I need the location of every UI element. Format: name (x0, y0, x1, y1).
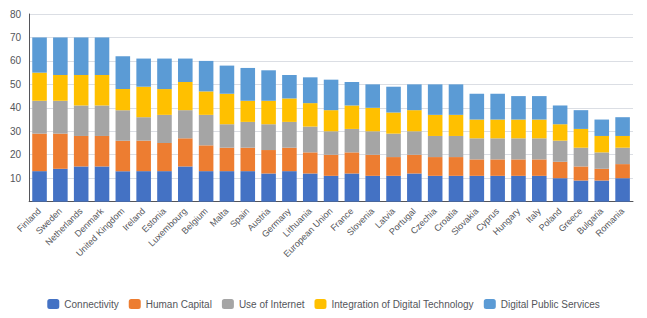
svg-text:Italy: Italy (524, 206, 543, 225)
svg-text:Czechia: Czechia (409, 206, 439, 236)
svg-text:Portugal: Portugal (387, 206, 418, 237)
svg-text:Denmark: Denmark (72, 206, 106, 239)
svg-text:Estonia: Estonia (139, 206, 168, 235)
svg-text:30: 30 (10, 126, 22, 137)
svg-text:Poland: Poland (536, 206, 564, 233)
svg-text:Bulgaria: Bulgaria (574, 206, 606, 237)
svg-text:Belgium: Belgium (180, 206, 210, 236)
svg-text:Hungary: Hungary (491, 206, 522, 237)
svg-text:Connectivity: Connectivity (64, 299, 118, 310)
svg-text:Malta: Malta (208, 206, 231, 229)
svg-text:Romania: Romania (594, 206, 627, 239)
svg-text:Sweden: Sweden (33, 206, 64, 237)
svg-text:European Union: European Union (282, 206, 335, 259)
svg-text:Ireland: Ireland (120, 206, 148, 233)
svg-text:Luxembourg: Luxembourg (146, 206, 189, 249)
svg-text:50: 50 (10, 79, 22, 90)
svg-text:Croatia: Croatia (432, 206, 460, 234)
svg-text:Use of Internet: Use of Internet (239, 299, 305, 310)
svg-text:United Kingdom: United Kingdom (74, 206, 126, 258)
svg-text:Spain: Spain (228, 206, 252, 230)
svg-text:Austria: Austria (245, 206, 273, 233)
svg-text:Germany: Germany (259, 206, 293, 240)
svg-text:70: 70 (10, 32, 22, 43)
svg-text:Latvia: Latvia (373, 206, 398, 231)
svg-text:20: 20 (10, 149, 22, 160)
svg-text:80: 80 (10, 9, 22, 20)
svg-text:Human Capital: Human Capital (146, 299, 212, 310)
svg-text:Digital Public Services: Digital Public Services (501, 299, 600, 310)
svg-text:Lithuania: Lithuania (280, 206, 314, 239)
svg-text:France: France (328, 206, 356, 233)
svg-text:40: 40 (10, 102, 22, 113)
svg-text:Greece: Greece (556, 206, 585, 234)
svg-text:Cyprus: Cyprus (474, 206, 502, 234)
svg-text:Slovenia: Slovenia (345, 206, 376, 237)
svg-text:60: 60 (10, 55, 22, 66)
svg-text:10: 10 (10, 173, 22, 184)
svg-text:Slovakia: Slovakia (449, 206, 480, 237)
svg-text:Integration of Digital Technol: Integration of Digital Technology (331, 299, 473, 310)
svg-text:Finland: Finland (15, 206, 44, 234)
svg-text:Netherlands: Netherlands (43, 206, 85, 248)
